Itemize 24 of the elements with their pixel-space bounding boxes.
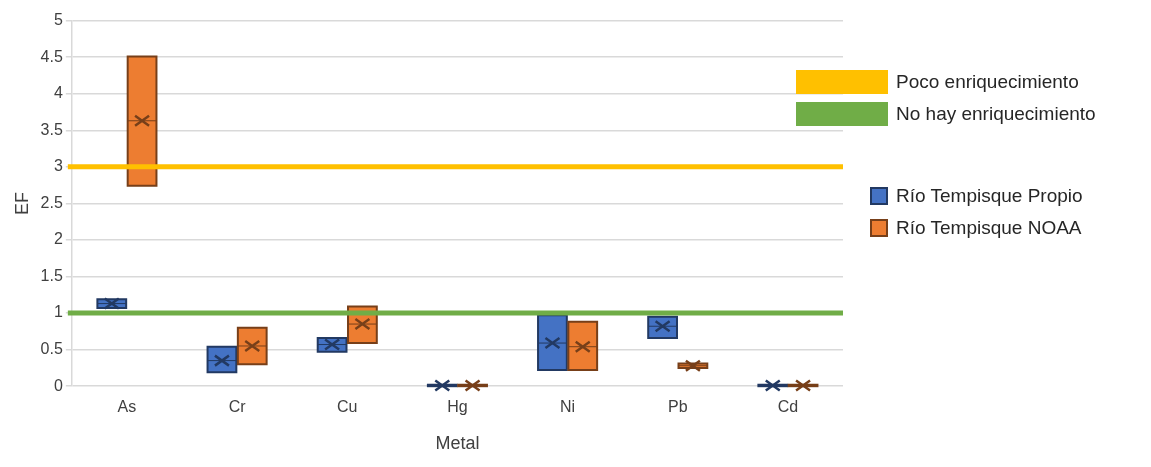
x-tick-label: Cd: [777, 398, 799, 416]
y-tick-label: 1: [53, 303, 63, 321]
x-tick-label: Cu: [337, 398, 358, 416]
y-tick-label: 0: [53, 376, 63, 394]
y-axis-title: EF: [11, 191, 32, 215]
x-tick-label: As: [117, 398, 137, 416]
y-tick-label: 2: [53, 230, 63, 248]
y-tick-label: 3: [53, 157, 63, 175]
x-tick-label: Ni: [560, 398, 576, 416]
y-tick-label: 0.5: [40, 340, 63, 358]
legend-label: Poco enriquecimiento: [896, 71, 1079, 93]
y-tick-label: 2.5: [40, 193, 63, 211]
legend-label: Río Tempisque Propio: [896, 185, 1083, 207]
x-tick-label: Hg: [447, 398, 468, 416]
legend-label: Río Tempisque NOAA: [896, 217, 1082, 239]
x-tick-label: Pb: [667, 398, 688, 416]
y-tick-label: 5: [53, 11, 63, 29]
x-tick-label: Cr: [228, 398, 247, 416]
legend-label: No hay enriquecimiento: [896, 103, 1096, 125]
x-axis-title: Metal: [435, 433, 480, 454]
y-tick-label: 3.5: [40, 120, 63, 138]
y-tick-label: 1.5: [40, 266, 63, 284]
y-tick-label: 4: [53, 84, 63, 102]
y-tick-label: 4.5: [40, 47, 63, 65]
